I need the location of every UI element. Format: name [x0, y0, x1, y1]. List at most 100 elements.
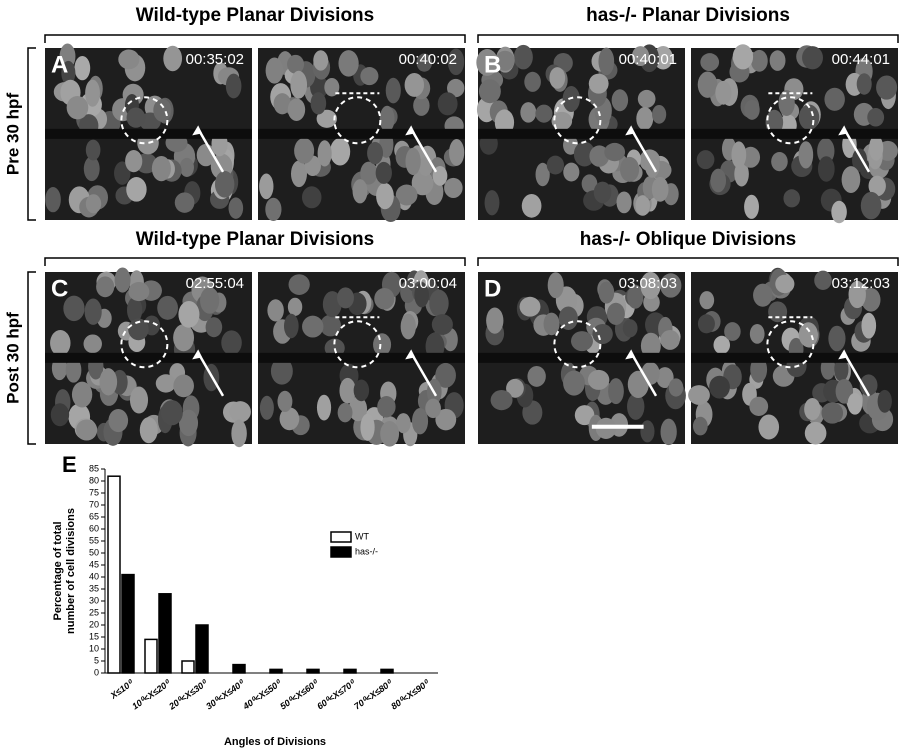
nucleus: [283, 313, 299, 339]
nucleus: [337, 287, 354, 309]
x-tick-label: 20⁰<X≤30⁰: [166, 678, 209, 712]
arrowhead: [192, 349, 203, 360]
nucleus: [651, 176, 669, 202]
nucleus: [817, 156, 835, 182]
division-circle: [120, 96, 169, 145]
midline: [45, 128, 252, 139]
arrowhead: [625, 125, 636, 136]
micrograph: A 00:35:02: [45, 43, 252, 220]
panel-letter: D: [484, 275, 501, 302]
nucleus: [828, 325, 846, 352]
y-tick-label: 25: [89, 607, 99, 617]
nucleus: [713, 335, 731, 355]
nucleus: [416, 53, 433, 72]
nucleus: [598, 47, 615, 76]
nucleus: [277, 390, 293, 413]
nucleus: [699, 291, 715, 310]
y-tick-label: 5: [94, 655, 99, 665]
y-tick-label: 85: [89, 463, 99, 473]
nucleus: [521, 194, 542, 218]
arrow: [410, 352, 438, 397]
y-tick-label: 70: [89, 499, 99, 509]
nucleus: [108, 409, 129, 433]
nucleus: [877, 389, 892, 413]
nucleus: [449, 139, 465, 166]
nucleus: [574, 405, 595, 426]
nucleus: [517, 46, 532, 69]
nucleus: [668, 378, 684, 397]
nucleus: [831, 200, 847, 224]
y-axis-title: Percentage of total: [52, 521, 64, 620]
nucleus: [414, 282, 429, 308]
y-tick-label: 55: [89, 535, 99, 545]
nucleus: [750, 49, 768, 72]
nucleus: [395, 184, 418, 206]
nucleus: [83, 156, 100, 182]
midline: [478, 352, 685, 363]
nucleus: [320, 314, 342, 337]
nucleus: [265, 57, 284, 84]
nucleus: [431, 314, 453, 335]
nucleus: [76, 419, 98, 441]
timestamp: 03:12:03: [832, 275, 890, 292]
nucleus: [377, 396, 396, 418]
panel-letter: B: [484, 51, 501, 78]
nucleus: [228, 197, 244, 219]
timestamp: 00:40:02: [399, 51, 457, 68]
nucleus: [360, 413, 375, 441]
nucleus: [317, 140, 332, 167]
nucleus: [330, 137, 351, 166]
nucleus: [593, 181, 612, 204]
nucleus: [841, 166, 861, 193]
nucleus: [225, 73, 242, 99]
nucleus: [118, 49, 140, 70]
nucleus: [316, 394, 332, 421]
y-tick-label: 40: [89, 571, 99, 581]
nucleus: [709, 375, 730, 399]
bar: [158, 593, 172, 674]
nucleus: [259, 395, 274, 420]
micrograph: 03:12:03: [688, 267, 898, 445]
nucleus: [848, 280, 866, 309]
nucleus: [173, 374, 194, 398]
nucleus: [710, 168, 727, 193]
nucleus: [360, 161, 378, 185]
nucleus: [524, 71, 541, 92]
nucleus: [573, 141, 596, 167]
nucleus: [50, 403, 70, 427]
nucleus: [817, 138, 835, 165]
nucleus: [640, 332, 661, 359]
nucleus: [83, 334, 102, 354]
nucleus: [798, 141, 814, 169]
nucleus: [114, 161, 131, 185]
nucleus: [606, 302, 625, 325]
nucleus: [814, 270, 832, 291]
arrow: [843, 128, 871, 173]
nucleus: [627, 284, 644, 309]
nucleus: [127, 297, 143, 323]
y-tick-label: 80: [89, 475, 99, 485]
nucleus: [411, 407, 429, 435]
arrowhead: [405, 349, 416, 360]
nucleus: [310, 92, 327, 115]
nucleus: [635, 195, 650, 216]
arrow: [410, 128, 438, 173]
nucleus: [316, 109, 337, 128]
row-label: Post 30 hpf: [3, 312, 22, 404]
nucleus: [267, 299, 284, 322]
nucleus: [375, 161, 392, 184]
nucleus: [859, 374, 878, 396]
arrow: [197, 352, 225, 397]
nucleus: [367, 141, 384, 165]
nucleus: [775, 274, 795, 294]
nucleus: [860, 191, 882, 220]
nucleus: [352, 179, 368, 204]
division-circle: [333, 96, 382, 145]
nucleus: [405, 147, 421, 176]
nucleus: [214, 170, 235, 198]
nucleus: [731, 141, 747, 169]
nucleus: [749, 323, 765, 344]
bar: [107, 475, 121, 674]
division-circle: [553, 96, 602, 145]
nucleus: [287, 297, 303, 316]
